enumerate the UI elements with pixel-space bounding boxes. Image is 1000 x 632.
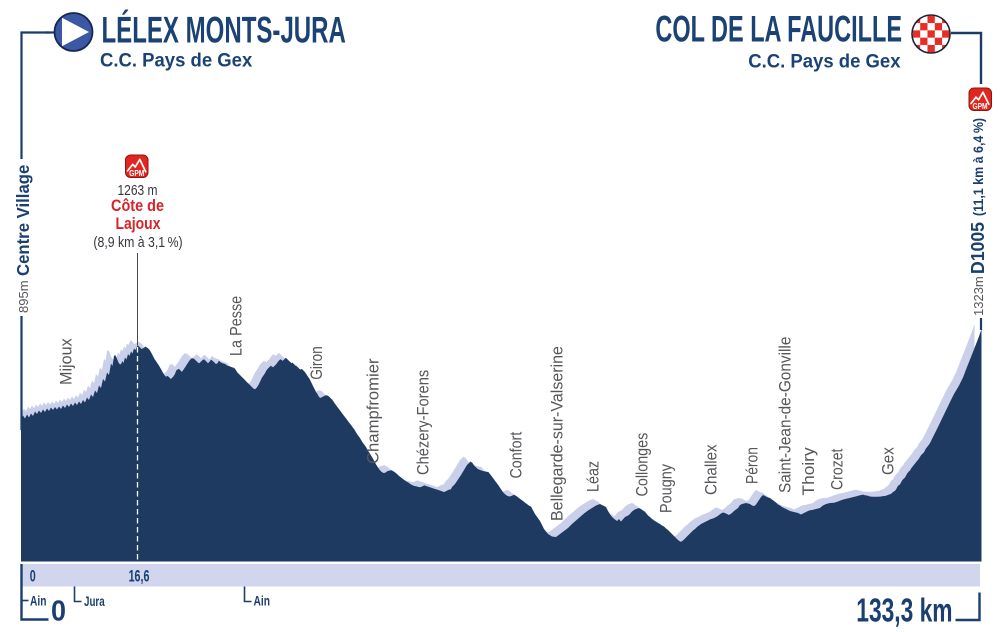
svg-text:Jura: Jura <box>84 593 105 609</box>
svg-text:Giron: Giron <box>308 346 326 380</box>
svg-text:Bellegarde-sur-Valserine: Bellegarde-sur-Valserine <box>548 346 566 521</box>
svg-text:Champfromier: Champfromier <box>364 358 383 464</box>
svg-text:(8,9 km à 3,1 %): (8,9 km à 3,1 %) <box>93 234 182 250</box>
svg-text:Ain: Ain <box>254 593 270 609</box>
svg-text:GPM: GPM <box>972 101 987 111</box>
svg-text:Mijoux: Mijoux <box>57 338 75 385</box>
svg-text:GPM: GPM <box>129 169 144 179</box>
svg-text:La Pesse: La Pesse <box>228 296 246 356</box>
svg-text:Challex: Challex <box>703 444 721 495</box>
svg-text:Léaz: Léaz <box>585 461 603 492</box>
svg-text:Crozet: Crozet <box>829 448 847 490</box>
svg-text:Confort: Confort <box>508 431 526 478</box>
svg-text:1323m: 1323m <box>971 276 986 316</box>
svg-text:Gex: Gex <box>880 447 898 475</box>
svg-text:133,3 km: 133,3 km <box>856 592 952 629</box>
svg-text:895m: 895m <box>16 280 31 313</box>
svg-text:Collonges: Collonges <box>634 432 652 496</box>
svg-text:Pougny: Pougny <box>658 464 676 513</box>
svg-text:Thoiry: Thoiry <box>799 447 818 496</box>
svg-text:1263 m: 1263 m <box>117 182 157 199</box>
svg-text:D1005: D1005 <box>968 222 988 274</box>
svg-text:Centre Village: Centre Village <box>12 164 33 276</box>
svg-text:Péron: Péron <box>743 447 761 484</box>
svg-text:COL DE LA FAUCILLE: COL DE LA FAUCILLE <box>655 8 902 50</box>
svg-text:Côte de: Côte de <box>111 197 164 215</box>
svg-text:LÉLEX MONTS-JURA: LÉLEX MONTS-JURA <box>102 9 346 51</box>
svg-text:(11,1 km à 6,4 %): (11,1 km à 6,4 %) <box>970 118 986 216</box>
svg-text:0: 0 <box>30 566 36 585</box>
svg-text:C.C. Pays de Gex: C.C. Pays de Gex <box>100 50 253 72</box>
svg-text:C.C. Pays de Gex: C.C. Pays de Gex <box>748 51 901 73</box>
svg-text:Chézery-Forens: Chézery-Forens <box>415 370 433 475</box>
svg-text:Saint-Jean-de-Gonville: Saint-Jean-de-Gonville <box>777 336 795 493</box>
svg-text:Ain: Ain <box>30 593 46 609</box>
svg-text:Lajoux: Lajoux <box>116 215 161 234</box>
svg-text:0: 0 <box>51 595 66 627</box>
svg-text:16,6: 16,6 <box>129 566 150 585</box>
